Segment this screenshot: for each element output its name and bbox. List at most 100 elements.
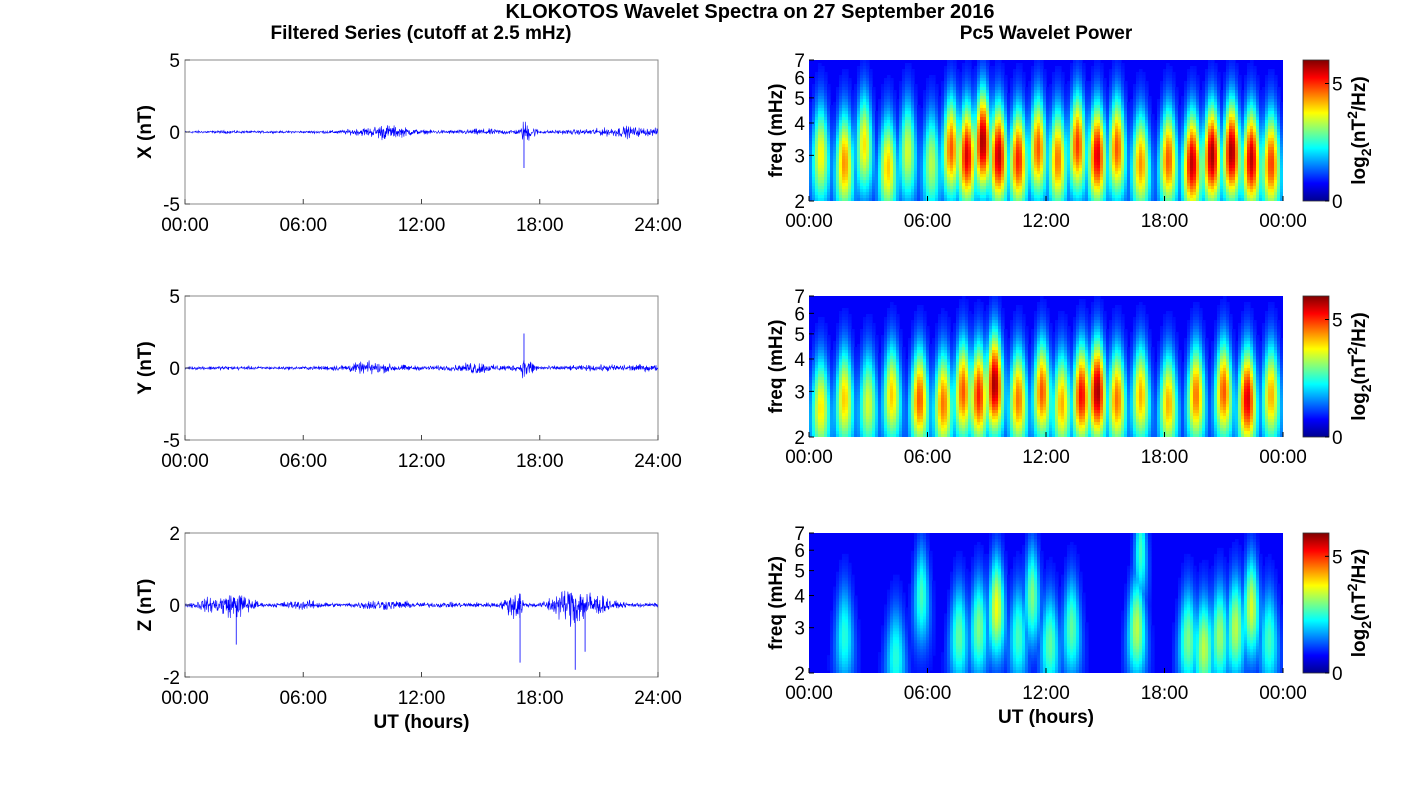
wavelet-x-power-cell (866, 192, 870, 196)
wavelet-x-power-cell (833, 114, 837, 118)
wavelet-x-power-cell (929, 129, 933, 133)
wavelet-x-power-cell (1019, 93, 1023, 97)
wavelet-x-power-cell (833, 189, 837, 193)
wavelet-x-power-cell (947, 96, 951, 100)
wavelet-x-power-cell (992, 90, 996, 94)
wavelet-x-power-cell (1082, 132, 1086, 136)
wavelet-x-power-cell (1103, 144, 1107, 148)
wavelet-x-power-cell (893, 111, 897, 115)
wavelet-x-power-cell (866, 180, 870, 184)
wavelet-x-power-cell (1064, 117, 1068, 121)
wavelet-x-power-cell (1100, 156, 1104, 160)
wavelet-x-power-cell (1103, 147, 1107, 151)
wavelet-x-power-cell (917, 129, 921, 133)
wavelet-x-power-cell (1061, 162, 1065, 166)
wavelet-x-power-cell (908, 72, 912, 76)
wavelet-x-power-cell (1109, 195, 1113, 199)
wavelet-x-power-cell (1031, 174, 1035, 178)
wavelet-x-power-cell (1160, 87, 1164, 91)
wavelet-x-power-cell (1043, 171, 1047, 175)
wavelet-x-power-cell (1031, 69, 1035, 73)
wavelet-x-power-cell (986, 156, 990, 160)
wavelet-x-power-cell (842, 192, 846, 196)
wavelet-x-power-cell (1154, 171, 1158, 175)
wavelet-x-power-cell (1064, 198, 1068, 201)
wavelet-x-power-cell (854, 87, 858, 91)
wavelet-x-power-cell (899, 153, 903, 157)
wavelet-x-power-cell (1100, 138, 1104, 142)
wavelet-x-power-cell (1028, 159, 1032, 163)
wavelet-x-power-cell (995, 156, 999, 160)
wavelet-x-power-cell (869, 117, 873, 121)
wavelet-x-power-cell (1016, 69, 1020, 73)
wavelet-x-power-cell (1055, 66, 1059, 70)
wavelet-x-power-cell (1154, 168, 1158, 172)
wavelet-x-power-cell (1112, 192, 1116, 196)
wavelet-x-power-cell (1049, 180, 1053, 184)
wavelet-x-power-cell (899, 174, 903, 178)
filtered-x-xtick-label: 06:00 (279, 215, 327, 236)
wavelet-x-power-cell (875, 198, 879, 201)
wavelet-x-power-cell (920, 111, 924, 115)
wavelet-x-power-cell (998, 69, 1002, 73)
wavelet-x-power-cell (1034, 183, 1038, 187)
wavelet-x-power-cell (947, 111, 951, 115)
wavelet-x-power-cell (893, 138, 897, 142)
wavelet-x-power-cell (863, 75, 867, 79)
wavelet-x-power-cell (842, 105, 846, 109)
wavelet-x-power-cell (911, 165, 915, 169)
wavelet-x-power-cell (1070, 180, 1074, 184)
wavelet-x-power-cell (980, 129, 984, 133)
wavelet-x-power-cell (1112, 99, 1116, 103)
wavelet-x-power-cell (992, 117, 996, 121)
wavelet-x-power-cell (1088, 159, 1092, 163)
wavelet-x-power-cell (887, 195, 891, 199)
wavelet-x-power-cell (998, 198, 1002, 201)
wavelet-x-power-cell (962, 111, 966, 115)
wavelet-x-power-cell (821, 75, 825, 79)
wavelet-x-power-cell (1136, 96, 1140, 100)
wavelet-x-power-cell (1100, 198, 1104, 201)
wavelet-x-power-cell (1013, 99, 1017, 103)
wavelet-x-power-cell (881, 195, 885, 199)
wavelet-x-power-cell (1157, 114, 1161, 118)
wavelet-x-power-cell (1034, 192, 1038, 196)
wavelet-x-power-cell (875, 162, 879, 166)
wavelet-x-power-cell (1130, 111, 1134, 115)
wavelet-x-power-cell (1079, 153, 1083, 157)
wavelet-x-power-cell (815, 168, 819, 172)
wavelet-x-power-cell (1025, 162, 1029, 166)
wavelet-x-power-cell (872, 120, 876, 124)
wavelet-x-power-cell (1088, 111, 1092, 115)
filtered-z-xlabel: UT (hours) (373, 712, 469, 733)
wavelet-x-power-cell (1013, 189, 1017, 193)
wavelet-x-power-cell (836, 126, 840, 130)
wavelet-x-power-cell (1016, 147, 1020, 151)
wavelet-x-power-cell (956, 93, 960, 97)
wavelet-x-power-cell (857, 141, 861, 145)
wavelet-x-power-cell (977, 183, 981, 187)
wavelet-x-power-cell (1124, 198, 1128, 201)
wavelet-x-power-cell (1094, 114, 1098, 118)
wavelet-x-power-cell (968, 171, 972, 175)
wavelet-x-power-cell (809, 144, 813, 148)
wavelet-x-power-cell (956, 174, 960, 178)
wavelet-x-power-cell (1100, 102, 1104, 106)
wavelet-x-power-cell (1019, 141, 1023, 145)
wavelet-x-power-cell (809, 117, 813, 121)
wavelet-x-power-cell (1031, 90, 1035, 94)
wavelet-x-power-cell (995, 72, 999, 76)
wavelet-x-power-cell (1091, 75, 1095, 79)
wavelet-x-power-cell (1139, 114, 1143, 118)
wavelet-x-power-cell (878, 123, 882, 127)
wavelet-x-power-cell (989, 117, 993, 121)
wavelet-x-power-cell (965, 150, 969, 154)
wavelet-x-power-cell (1151, 117, 1155, 121)
wavelet-x-power-cell (899, 120, 903, 124)
wavelet-x-power-cell (1073, 102, 1077, 106)
wavelet-x-power-cell (872, 117, 876, 121)
wavelet-x-power-cell (893, 153, 897, 157)
wavelet-x-power-cell (875, 120, 879, 124)
wavelet-x-power-cell (944, 195, 948, 199)
wavelet-x-power-cell (1094, 147, 1098, 151)
